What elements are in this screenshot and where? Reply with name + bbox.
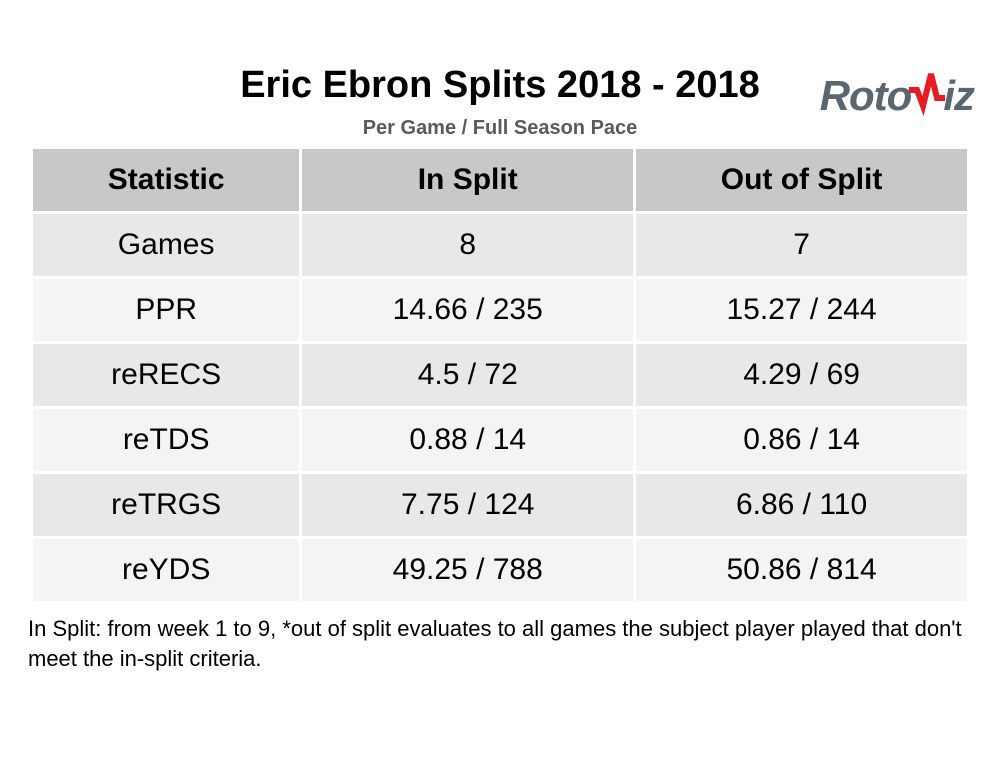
table-row: PPR 14.66 / 235 15.27 / 244 — [32, 278, 969, 343]
cell-out: 15.27 / 244 — [635, 278, 969, 343]
table-row: reTRGS 7.75 / 124 6.86 / 110 — [32, 473, 969, 538]
col-header-in-split: In Split — [301, 148, 635, 213]
rotoviz-logo: Roto iz — [820, 70, 974, 120]
cell-stat: reTRGS — [32, 473, 301, 538]
cell-out: 6.86 / 110 — [635, 473, 969, 538]
cell-in: 0.88 / 14 — [301, 408, 635, 473]
logo-text-before: Roto — [820, 72, 912, 119]
table-body: Games 8 7 PPR 14.66 / 235 15.27 / 244 re… — [32, 213, 969, 603]
table-header-row: Statistic In Split Out of Split — [32, 148, 969, 213]
cell-in: 8 — [301, 213, 635, 278]
logo-text-after: iz — [943, 72, 974, 119]
cell-out: 0.86 / 14 — [635, 408, 969, 473]
table-row: reYDS 49.25 / 788 50.86 / 814 — [32, 538, 969, 603]
cell-in: 14.66 / 235 — [301, 278, 635, 343]
cell-stat: PPR — [32, 278, 301, 343]
splits-table: Statistic In Split Out of Split Games 8 … — [30, 146, 970, 604]
cell-in: 49.25 / 788 — [301, 538, 635, 603]
col-header-statistic: Statistic — [32, 148, 301, 213]
cell-in: 4.5 / 72 — [301, 343, 635, 408]
cell-in: 7.75 / 124 — [301, 473, 635, 538]
cell-out: 4.29 / 69 — [635, 343, 969, 408]
cell-stat: reYDS — [32, 538, 301, 603]
col-header-out-of-split: Out of Split — [635, 148, 969, 213]
table-row: reRECS 4.5 / 72 4.29 / 69 — [32, 343, 969, 408]
logo-v-icon — [907, 70, 947, 118]
table-row: Games 8 7 — [32, 213, 969, 278]
table-row: reTDS 0.88 / 14 0.86 / 14 — [32, 408, 969, 473]
cell-stat: Games — [32, 213, 301, 278]
footnote-text: In Split: from week 1 to 9, *out of spli… — [28, 614, 980, 673]
page-container: Roto iz Eric Ebron Splits 2018 - 2018 Pe… — [0, 64, 1000, 673]
cell-out: 7 — [635, 213, 969, 278]
cell-stat: reRECS — [32, 343, 301, 408]
cell-out: 50.86 / 814 — [635, 538, 969, 603]
page-subtitle: Per Game / Full Season Pace — [0, 117, 1000, 140]
cell-stat: reTDS — [32, 408, 301, 473]
